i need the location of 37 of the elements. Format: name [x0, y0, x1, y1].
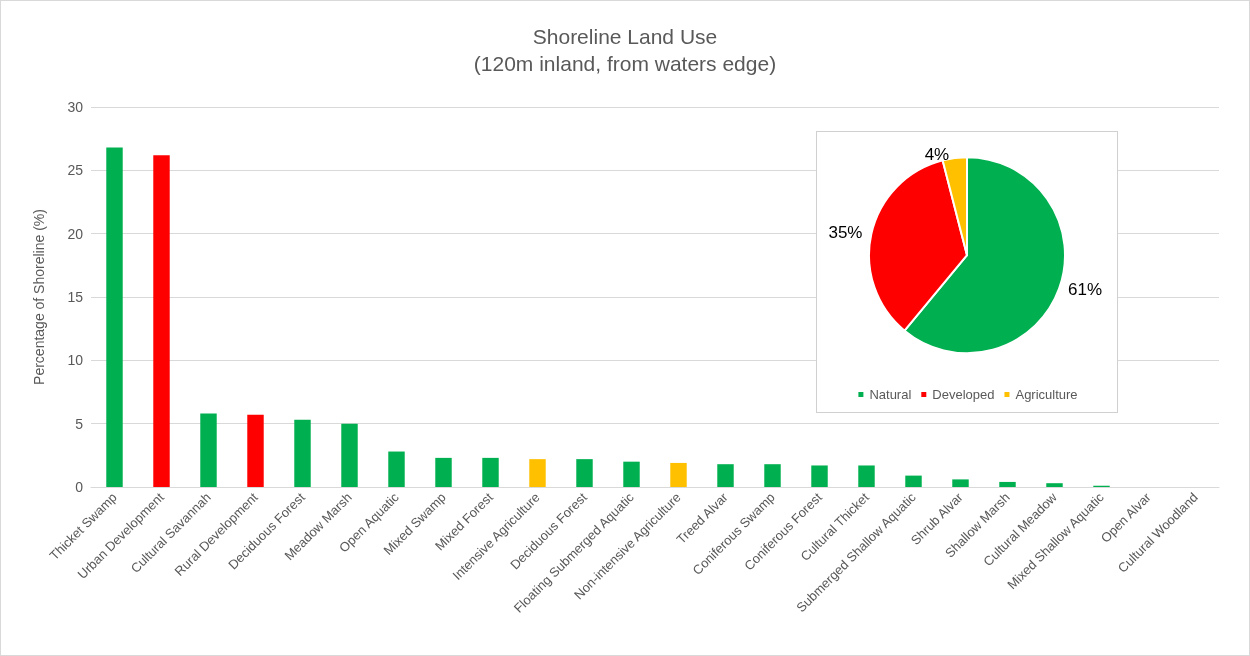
bar: [247, 414, 264, 487]
bar: [623, 461, 640, 487]
bar: [764, 464, 781, 487]
legend-label: Agriculture: [1015, 387, 1078, 402]
bar: [529, 459, 546, 487]
y-tick-label: 25: [67, 162, 84, 179]
data-label: 61%: [1067, 280, 1102, 300]
bar: [811, 465, 828, 487]
y-axis-title: Percentage of Shoreline (%): [31, 209, 47, 385]
bar: [576, 459, 593, 487]
bar: [106, 147, 123, 487]
y-tick-label: 20: [67, 225, 84, 242]
bar: [858, 465, 875, 487]
bar: [670, 462, 687, 487]
y-tick-label: 30: [67, 99, 84, 115]
bar: [200, 413, 217, 487]
chart-subtitle: (120m inland, from waters edge): [473, 52, 777, 75]
bar: [717, 464, 734, 487]
bar: [952, 479, 969, 487]
legend-label: Developed: [932, 387, 995, 402]
data-label: 4%: [924, 144, 950, 164]
y-tick-label: 0: [75, 479, 84, 495]
bar: [905, 475, 922, 487]
bar: [388, 451, 405, 487]
bar: [999, 481, 1016, 487]
bar: [1046, 483, 1063, 487]
chart-title: Shoreline Land Use: [532, 25, 718, 48]
y-tick-label: 10: [67, 352, 84, 369]
bar: [435, 457, 452, 487]
y-tick-label: 15: [67, 289, 84, 305]
bar: [341, 423, 358, 487]
data-label: 35%: [828, 223, 863, 243]
bar: [482, 457, 499, 487]
bar: [294, 419, 311, 487]
y-tick-label: 5: [75, 415, 84, 432]
legend-label: Natural: [869, 387, 912, 402]
bar: [153, 155, 170, 487]
